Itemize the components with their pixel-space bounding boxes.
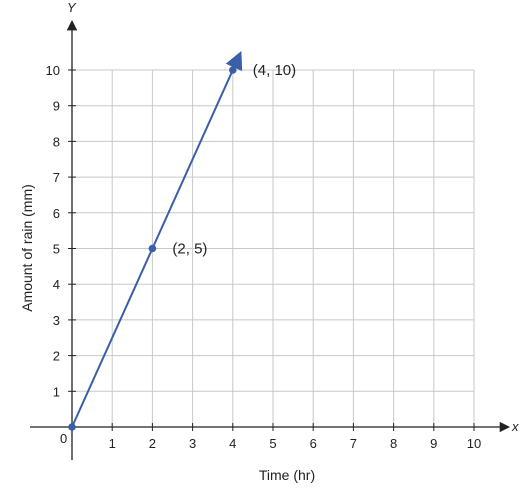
y-tick-label: 9 [53,99,60,114]
origin-label: 0 [60,431,67,446]
data-point [68,423,76,431]
y-tick-label: 8 [53,134,60,149]
x-tick-label: 7 [350,436,357,451]
y-tick-label: 2 [53,349,60,364]
y-tick-label: 6 [53,206,60,221]
x-tick-label: 9 [430,436,437,451]
x-tick-label: 6 [310,436,317,451]
data-point [148,244,157,253]
y-axis-title: Amount of rain (mm) [19,184,35,312]
tick-labels: 1 2 3 4 5 6 7 8 9 10 1 2 3 4 5 6 7 8 9 10 [46,63,482,451]
data-point-label: (4, 10) [253,62,296,79]
x-tick-label: 1 [109,436,116,451]
series: (2, 5) (4, 10) [68,51,296,431]
x-tick-label: 4 [229,436,236,451]
x-tick-label: 8 [390,436,397,451]
grid [72,69,475,427]
axes [30,19,511,460]
y-tick-label: 10 [46,63,60,78]
x-tick-label: 10 [467,436,481,451]
x-tick-label: 2 [149,436,156,451]
x-axis-title: Time (hr) [259,467,315,483]
x-axis-letter: x [511,419,519,434]
y-axis-letter: Y [67,0,77,15]
y-tick-label: 5 [53,242,60,257]
y-tick-label: 1 [53,384,60,399]
data-point-label: (2, 5) [172,241,207,258]
x-tick-label: 5 [269,436,276,451]
y-tick-label: 3 [53,313,60,328]
y-tick-label: 7 [53,170,60,185]
y-tick-label: 4 [53,277,60,292]
x-tick-label: 3 [189,436,196,451]
data-point [229,66,237,74]
series-line [71,51,243,428]
